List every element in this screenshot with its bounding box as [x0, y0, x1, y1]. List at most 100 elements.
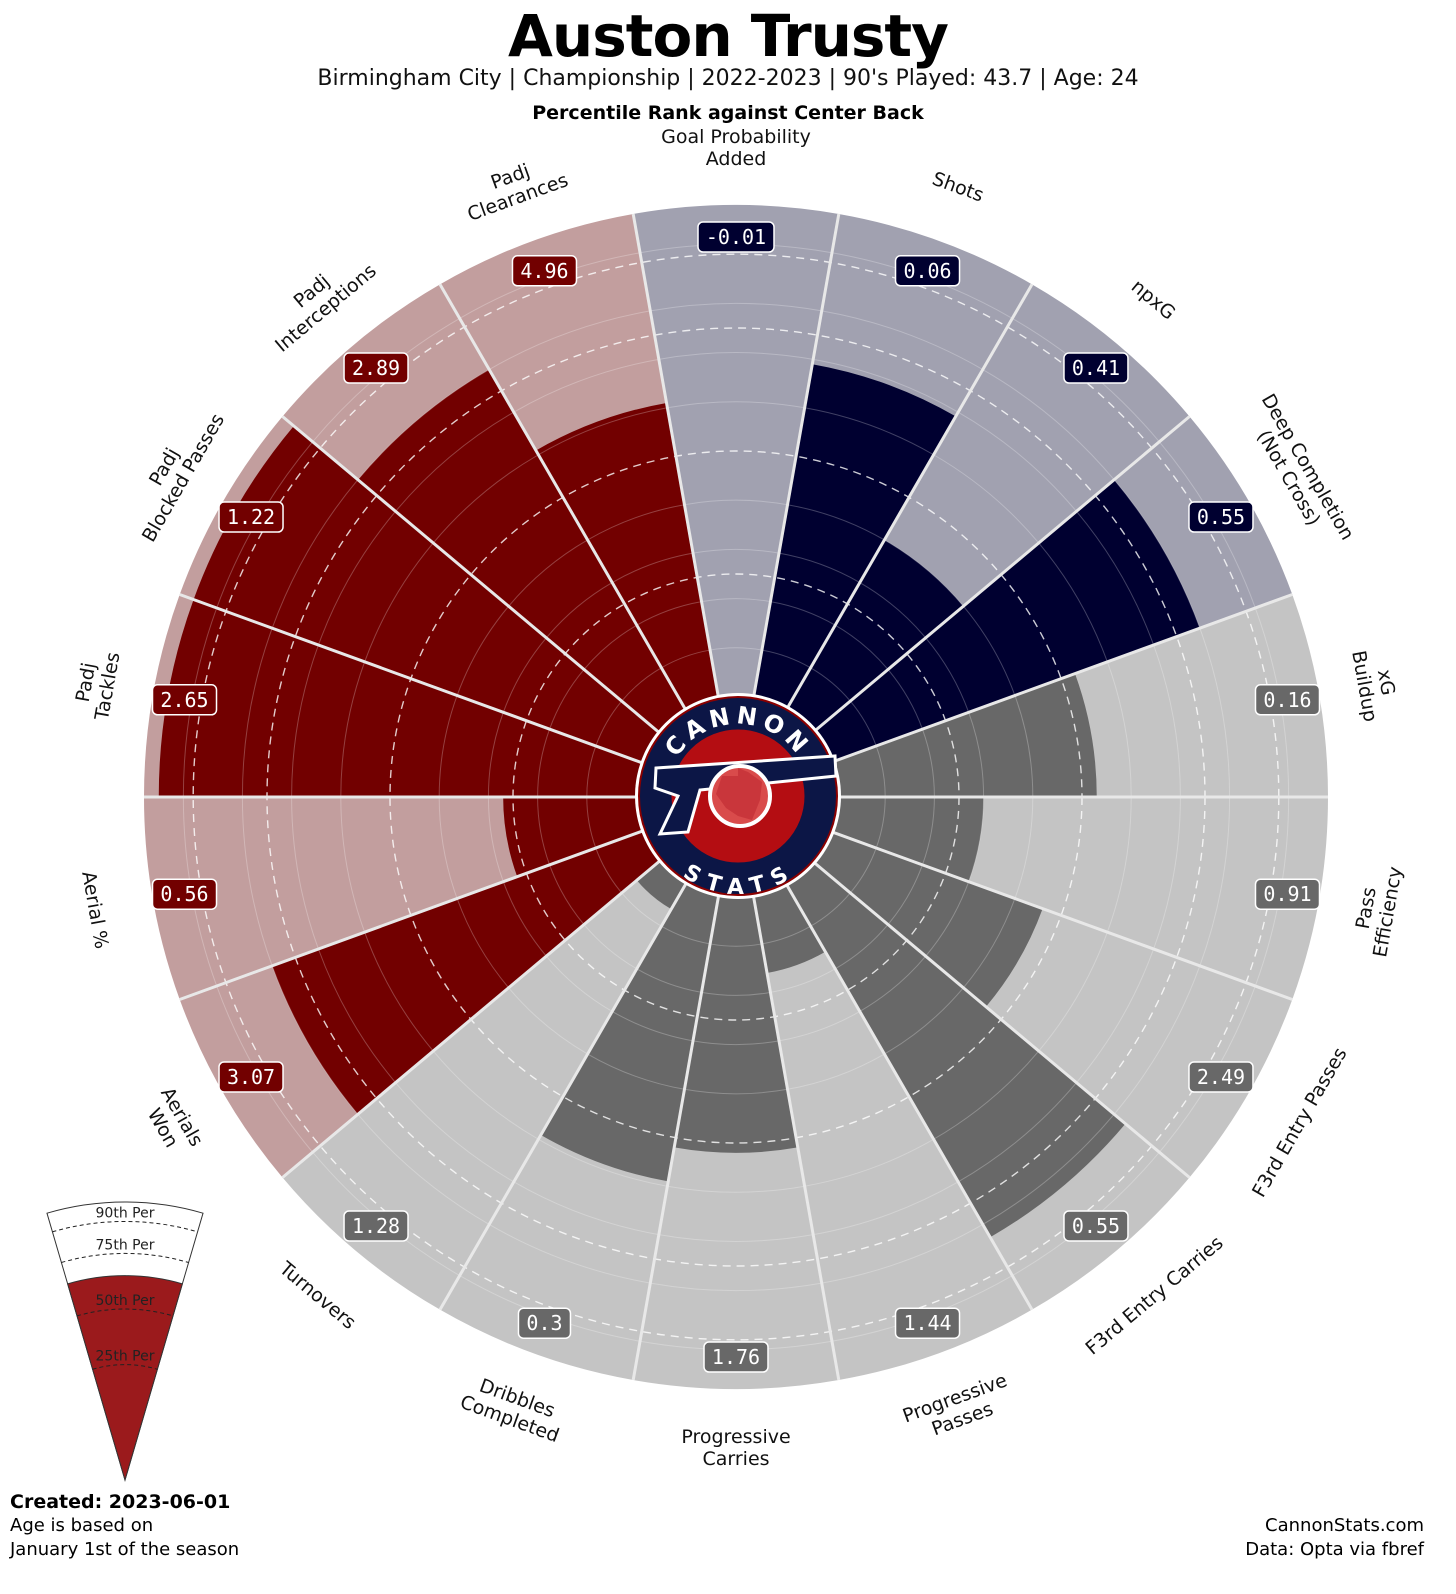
sub-ring [933, 454, 1040, 544]
sub-ring [271, 965, 359, 1115]
value-box [894, 255, 961, 287]
value-text: 2.89 [352, 356, 400, 380]
axis-label-line: Turnovers [274, 1257, 360, 1334]
texas-star-icon [716, 768, 762, 820]
value-label-xg-buildup: 0.16 [1254, 684, 1321, 716]
value-label-pass-efficiency: 0.91 [1254, 878, 1321, 910]
value-text: 0.06 [903, 259, 951, 283]
sub-ring [456, 605, 510, 696]
sub-ring [1106, 661, 1132, 798]
separator [438, 283, 688, 712]
sub-ring [340, 661, 366, 798]
separator [179, 593, 643, 765]
percentile-legend: 90th Per 75th Per 50th Per 25th Per [46, 1201, 204, 1482]
age-note-line-1: Age is based on [10, 1515, 154, 1536]
sub-ring [921, 796, 935, 866]
sub-ring [621, 667, 662, 702]
value-label-goal-probability-added: -0.01 [697, 221, 775, 253]
axis-label-line: Added [706, 148, 767, 170]
value-text: 1.22 [227, 505, 275, 529]
footer-right: CannonStats.com Data: Opta via fbref [1245, 1514, 1424, 1562]
value-label-turnovers: 1.28 [343, 1210, 409, 1242]
sub-ring [962, 605, 1016, 696]
player-info-subtitle: Birmingham City | Championship | 2022-20… [317, 66, 1139, 91]
value-label-dribbles-completed: 0.3 [517, 1307, 572, 1339]
sub-ring [921, 728, 935, 798]
bar-pass-efficiency [829, 797, 984, 882]
sub-ring [650, 302, 822, 312]
sub-ring [810, 667, 851, 702]
value-text: 0.55 [1197, 505, 1245, 529]
sub-ring [859, 955, 927, 1012]
sub-ring [770, 968, 836, 993]
value-text: 0.56 [160, 882, 208, 906]
sub-ring [357, 1113, 490, 1225]
legend-ring [76, 1308, 174, 1317]
separator [811, 860, 1191, 1179]
axis-label-npxg: npxG [1127, 275, 1180, 324]
sub-ring [364, 931, 434, 1052]
value-label-padj-clearances: 4.96 [511, 255, 578, 287]
sub-ring [813, 1181, 959, 1236]
sub-ring [395, 1082, 515, 1183]
legend-wedge-fill [67, 1275, 183, 1482]
bar-padj-tackles [158, 599, 643, 797]
sub-ring [456, 898, 510, 989]
bar-dribbles-completed [540, 883, 719, 1182]
sub-ring [636, 601, 702, 626]
sub-ring [982, 369, 1115, 481]
sub-ring [438, 796, 458, 899]
sub-ring [583, 924, 638, 970]
value-box [894, 1307, 961, 1339]
value-box [1063, 352, 1129, 384]
slice-bg-progressive-passes [753, 883, 1032, 1381]
sub-ring [595, 700, 623, 747]
sub-ring [1113, 965, 1201, 1115]
sub-ring [502, 881, 547, 957]
sub-ring [537, 796, 551, 866]
cannon-stats-logo: CANNON STATS [635, 693, 841, 900]
sub-ring [962, 898, 1016, 989]
sub-ring [241, 628, 273, 798]
value-text: 2.65 [160, 688, 208, 712]
sub-ring [710, 943, 762, 947]
value-label-shots: 0.06 [894, 255, 961, 287]
sub-ring [650, 1282, 822, 1292]
sub-ring [538, 407, 668, 456]
value-label-progressive-carries: 1.76 [703, 1341, 769, 1373]
separator [281, 860, 661, 1179]
value-box [1188, 501, 1254, 533]
value-box [1188, 1061, 1254, 1093]
value-label-progressive-passes: 1.44 [894, 1307, 961, 1339]
axis-label-line: Tackles [91, 651, 125, 723]
bar-shots [753, 364, 956, 711]
legend-label: 75th Per [96, 1237, 155, 1253]
value-box [517, 1307, 572, 1339]
sub-ring [432, 1050, 539, 1140]
sub-ring [621, 892, 662, 927]
sub-ring [271, 479, 359, 629]
value-text: 0.55 [1072, 1214, 1120, 1238]
bar-xg-buildup [829, 673, 1097, 797]
value-label-padj-blocked-passes: 1.22 [218, 501, 284, 533]
sub-ring [661, 649, 711, 669]
sub-ring [887, 864, 923, 925]
value-label-f3rd-entry-carries: 0.55 [1063, 1210, 1129, 1242]
bar-padj-blocked-passes [193, 425, 660, 763]
separator [751, 895, 841, 1381]
sub-ring [834, 924, 889, 970]
value-box [343, 1210, 409, 1242]
sub-ring [849, 847, 877, 894]
sub-ring [432, 454, 539, 544]
sub-ring [968, 712, 985, 798]
slice-separators [144, 213, 1328, 1381]
axis-label-line: xG [1373, 668, 1399, 697]
separator [811, 415, 1191, 734]
sub-ring [611, 1010, 694, 1042]
sub-ring [1153, 644, 1181, 798]
value-box [1254, 684, 1321, 716]
sub-ring [658, 1234, 814, 1242]
value-text: -0.01 [706, 225, 766, 249]
